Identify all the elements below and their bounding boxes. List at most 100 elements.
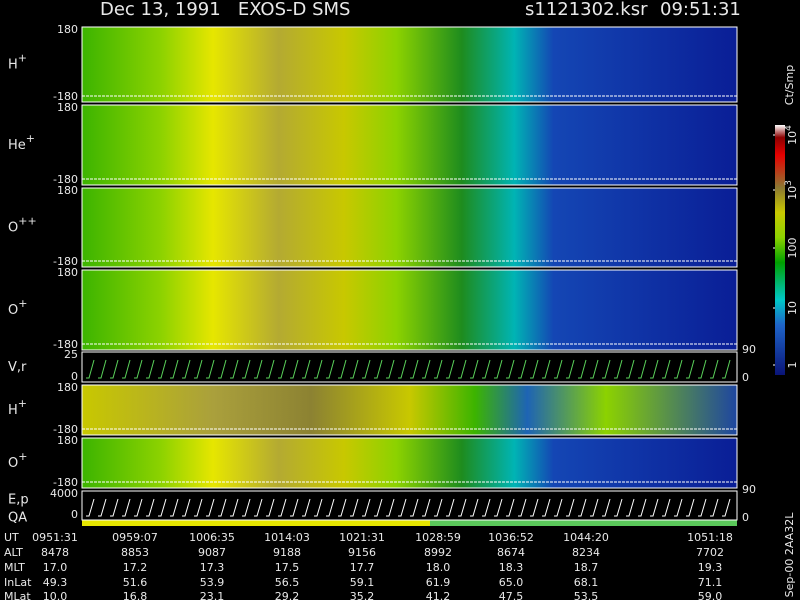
table-cell: 8234	[572, 546, 600, 559]
colorbar-tick-base: 10	[786, 301, 799, 315]
table-cell: 17.2	[123, 561, 148, 574]
table-cell: 9087	[198, 546, 226, 559]
panel-label-text: O	[8, 456, 18, 471]
table-cell: 1021:31	[339, 531, 385, 544]
table-cell: 1051:18	[687, 531, 733, 544]
table-cell: 41.2	[426, 590, 451, 600]
colorbar-tick-base: 10	[786, 131, 799, 145]
row-label: UT	[4, 531, 19, 544]
right-axis-label: 90	[742, 343, 756, 356]
colorbar-tick: 10	[786, 301, 799, 315]
panel-frame	[81, 437, 738, 489]
table-cell: 61.9	[426, 576, 451, 589]
qa-bar-good	[430, 520, 737, 526]
table-cell: 59.0	[698, 590, 723, 600]
qa-label: QA	[8, 511, 27, 526]
table-cell: 8853	[121, 546, 149, 559]
table-cell: 17.7	[350, 561, 375, 574]
table-cell: 1006:35	[189, 531, 235, 544]
table-cell: 0951:31	[32, 531, 78, 544]
panel-label-sup: +	[18, 297, 27, 310]
axis-bottom: 0	[71, 370, 78, 383]
row-label: MLT	[4, 561, 25, 574]
table-cell: 65.0	[499, 576, 524, 589]
colorbar-tick: 100	[786, 238, 799, 259]
spectrogram	[82, 438, 737, 488]
axis-top: 180	[57, 23, 78, 36]
colorbar-tick: 1	[786, 362, 799, 369]
table-cell: 29.2	[275, 590, 300, 600]
right-axis-label: 90	[742, 483, 756, 496]
qa-bar	[82, 520, 737, 526]
panel-label: He+	[8, 132, 35, 153]
side-label: Sep-00 2AA32L	[783, 512, 796, 598]
axis-top: 180	[57, 381, 78, 394]
panel-label-text: O	[8, 220, 18, 235]
table-cell: 7702	[696, 546, 724, 559]
table-cell: 68.1	[574, 576, 599, 589]
table-cell: 53.9	[200, 576, 225, 589]
colorbar-tick: 103	[784, 180, 800, 200]
table-cell: 8674	[497, 546, 525, 559]
table-cell: 0959:07	[112, 531, 158, 544]
table-cell: 1044:20	[563, 531, 609, 544]
spectrogram	[82, 385, 737, 435]
colorbar-unit: Ct/Smp	[783, 65, 796, 105]
panel-label-text: E,p	[8, 492, 29, 507]
colorbar-tick-base: 10	[786, 186, 799, 200]
axis-top: 180	[57, 266, 78, 279]
table-cell: 18.3	[499, 561, 524, 574]
panel-label: O+	[8, 297, 27, 318]
table-cell: 51.6	[123, 576, 148, 589]
panel-label-sup: +	[18, 450, 27, 463]
right-axis-label: 0	[742, 371, 749, 384]
spectrogram	[82, 188, 737, 267]
axis-top: 180	[57, 184, 78, 197]
colorbar-tick: 104	[784, 125, 800, 145]
start-time: 09:51:31	[660, 0, 741, 20]
panel-label: H+	[8, 397, 27, 418]
axis-bottom: -180	[53, 338, 78, 351]
panel-frame	[81, 187, 738, 268]
spectrogram	[82, 270, 737, 350]
table-cell: 53.5	[574, 590, 599, 600]
axis-bottom: 0	[71, 508, 78, 521]
table-cell: 9156	[348, 546, 376, 559]
table-cell: 1014:03	[264, 531, 310, 544]
table-cell: 8478	[41, 546, 69, 559]
axis-bottom: -180	[53, 423, 78, 436]
axis-bottom: -180	[53, 476, 78, 489]
panel-label: E,p	[8, 492, 29, 507]
row-label: MLat	[4, 590, 31, 600]
table-cell: 8992	[424, 546, 452, 559]
table-cell: 17.3	[200, 561, 225, 574]
panel-label: V,r	[8, 360, 27, 375]
colorbar-tick-exp: 3	[784, 180, 794, 186]
colorbar	[775, 125, 785, 375]
panel-frame	[81, 351, 738, 383]
row-label: InLat	[4, 576, 32, 589]
file-name: s1121302.ksr	[525, 0, 648, 20]
table-cell: 59.1	[350, 576, 375, 589]
panel-label-text: V,r	[8, 360, 27, 375]
panel-frame	[81, 490, 738, 521]
panel-label-text: H	[8, 403, 18, 418]
colorbar-tick-exp: 4	[784, 125, 794, 131]
axis-top: 180	[57, 101, 78, 114]
spectrogram	[82, 27, 737, 102]
panel-label-text: O	[8, 303, 18, 318]
axis-top: 180	[57, 434, 78, 447]
table-cell: 19.3	[698, 561, 723, 574]
panel-label: O++	[8, 215, 37, 236]
axis-bottom: -180	[53, 255, 78, 268]
colorbar-tick-base: 100	[786, 238, 799, 259]
panel-label-sup: ++	[18, 215, 36, 228]
panel-frame	[81, 104, 738, 186]
table-cell: 10.0	[43, 590, 68, 600]
panel-label: H+	[8, 52, 27, 73]
axis-bottom: -180	[53, 173, 78, 186]
table-cell: 1028:59	[415, 531, 461, 544]
table-cell: 35.2	[350, 590, 375, 600]
colorbar-tick-base: 1	[786, 362, 799, 369]
